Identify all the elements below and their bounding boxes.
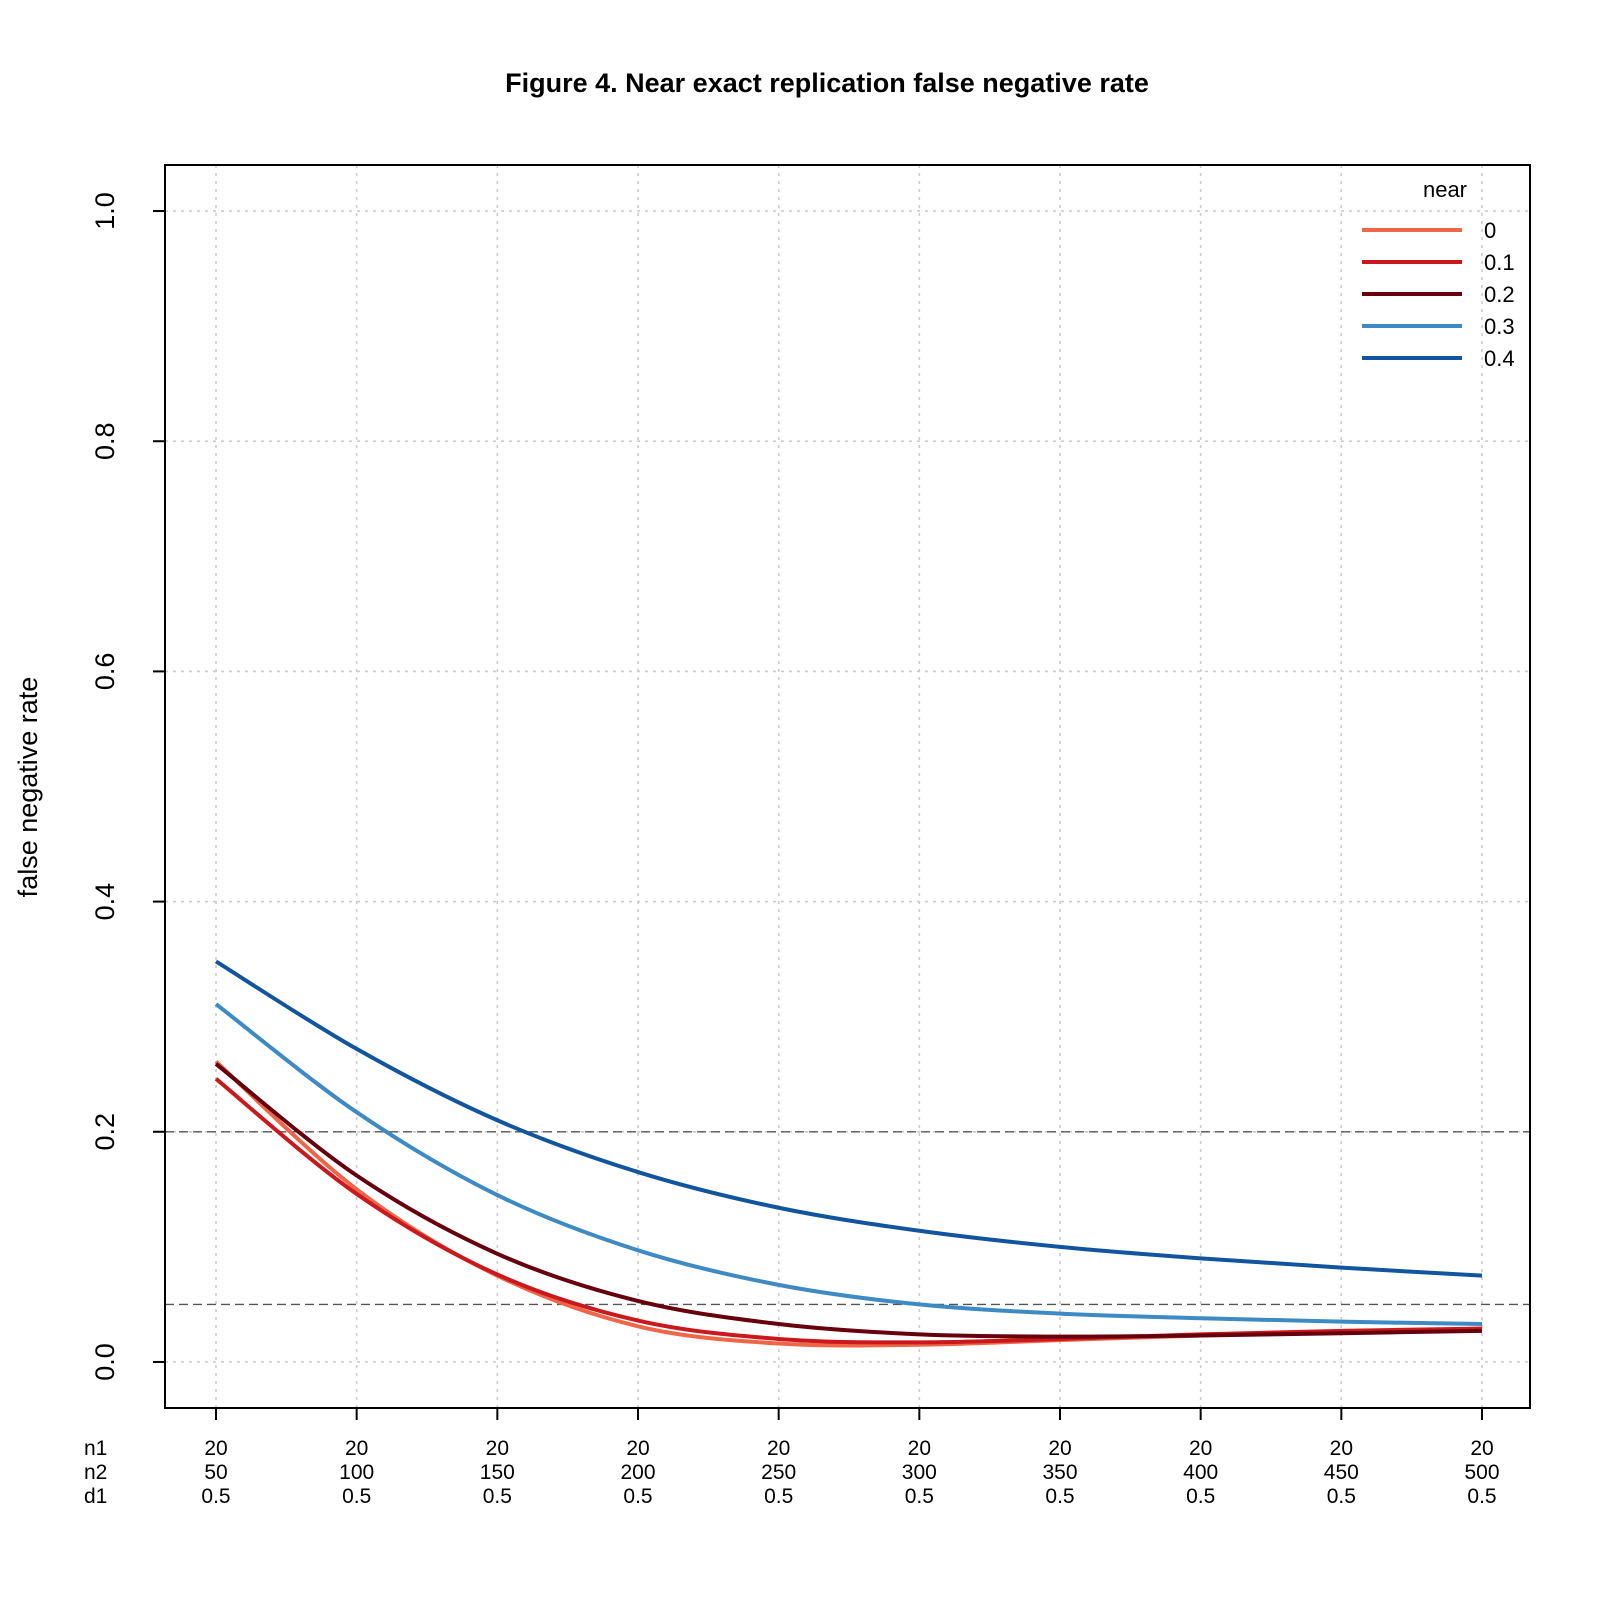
y-tick-label: 0.0	[90, 1343, 120, 1381]
x-tick-label-d1: 0.5	[905, 1485, 934, 1508]
x-row-label-n1: n1	[84, 1437, 107, 1460]
y-tick-label: 1.0	[90, 192, 120, 230]
x-axis: n1 20 20 20 20 20 20 20 20 20 20 n2 50 100 150 200 250 30…	[84, 1408, 1500, 1508]
legend-label: 0.2	[1484, 282, 1515, 307]
x-tick-label-n1: 20	[1330, 1437, 1353, 1460]
x-tick-label-n1: 20	[908, 1437, 931, 1460]
x-tick-label-d1: 0.5	[1186, 1485, 1215, 1508]
x-tick-label-d1: 0.5	[1327, 1485, 1356, 1508]
x-tick-label-d1: 0.5	[483, 1485, 512, 1508]
x-tick-label-n1: 20	[626, 1437, 649, 1460]
x-tick-label-n1: 20	[1189, 1437, 1212, 1460]
legend: near 0 0.1 0.2 0.3 0.4	[1362, 177, 1515, 371]
x-tick-label-d1: 0.5	[764, 1485, 793, 1508]
x-tick-label-n2: 250	[761, 1461, 796, 1484]
legend-label: 0.1	[1484, 250, 1515, 275]
x-tick-label-d1: 0.5	[623, 1485, 652, 1508]
y-tick-label: 0.2	[90, 1113, 120, 1151]
y-tick-label: 0.4	[90, 883, 120, 921]
x-tick-label-n1: 20	[486, 1437, 509, 1460]
x-tick-label-n2: 50	[204, 1461, 227, 1484]
series-line-0-4	[214, 959, 1483, 1278]
legend-label: 0	[1484, 218, 1496, 243]
x-tick-label-n2: 400	[1183, 1461, 1218, 1484]
x-tick-label-n2: 450	[1324, 1461, 1359, 1484]
x-tick-label-n2: 100	[339, 1461, 374, 1484]
x-tick-label-n2: 500	[1464, 1461, 1499, 1484]
legend-label: 0.4	[1484, 346, 1515, 371]
x-tick-label-n2: 350	[1042, 1461, 1077, 1484]
chart-title: Figure 4. Near exact replication false n…	[505, 68, 1149, 98]
x-tick-label-d1: 0.5	[1045, 1485, 1074, 1508]
legend-title: near	[1423, 177, 1467, 202]
x-tick-label-n2: 200	[620, 1461, 655, 1484]
series-line-0-2	[214, 1062, 1483, 1339]
x-tick-label-n2: 300	[902, 1461, 937, 1484]
x-row-label-n2: n2	[84, 1461, 107, 1484]
series-line-0	[214, 1060, 1483, 1348]
x-tick-label-n1: 20	[345, 1437, 368, 1460]
series-group	[214, 959, 1483, 1348]
x-tick-label-n1: 20	[204, 1437, 227, 1460]
x-tick-label-n1: 20	[1048, 1437, 1071, 1460]
plot-frame	[164, 164, 1531, 1409]
x-row-label-d1: d1	[84, 1485, 107, 1508]
y-axis: 0.0 0.2 0.4 0.6 0.8 1.0	[90, 192, 165, 1381]
x-tick-label-n1: 20	[1470, 1437, 1493, 1460]
x-tick-label-d1: 0.5	[1467, 1485, 1496, 1508]
x-tick-label-n2: 150	[480, 1461, 515, 1484]
series-line-0-1	[214, 1077, 1483, 1345]
reference-lines	[165, 1131, 1530, 1306]
y-tick-label: 0.8	[90, 422, 120, 460]
x-tick-label-n1: 20	[767, 1437, 790, 1460]
y-tick-label: 0.6	[90, 653, 120, 691]
x-tick-label-d1: 0.5	[342, 1485, 371, 1508]
series-line-0-3	[214, 1002, 1483, 1326]
x-tick-label-d1: 0.5	[201, 1485, 230, 1508]
legend-label: 0.3	[1484, 314, 1515, 339]
y-axis-label: false negative rate	[13, 677, 43, 898]
